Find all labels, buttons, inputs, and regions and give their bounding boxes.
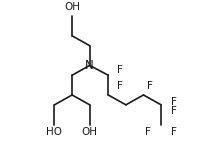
Text: F: F	[117, 65, 123, 75]
Text: F: F	[171, 127, 177, 137]
Text: F: F	[171, 97, 177, 107]
Text: F: F	[147, 81, 153, 91]
Text: F: F	[145, 127, 151, 137]
Text: HO: HO	[46, 127, 62, 137]
Text: OH: OH	[82, 127, 98, 137]
Text: F: F	[117, 81, 123, 91]
Text: OH: OH	[64, 2, 80, 12]
Text: N: N	[85, 59, 94, 72]
Text: F: F	[171, 106, 177, 116]
